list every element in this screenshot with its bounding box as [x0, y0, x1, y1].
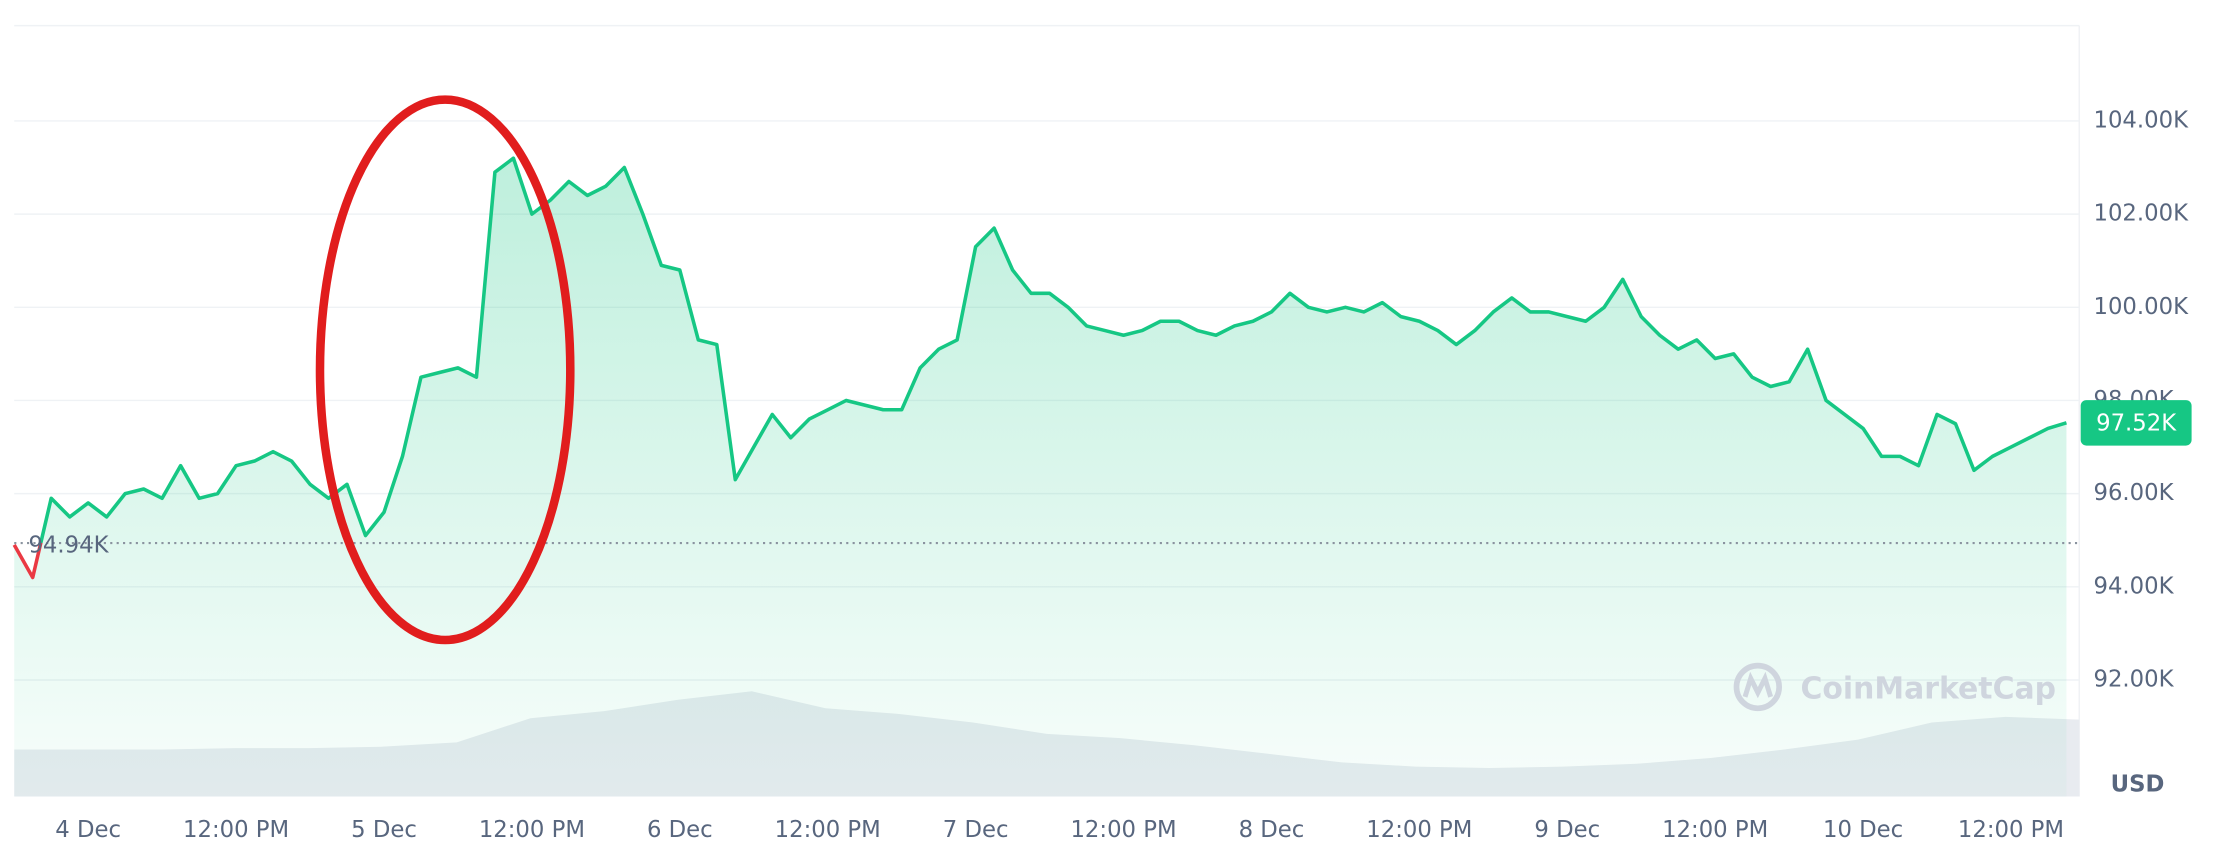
area-layer	[14, 158, 2067, 797]
x-tick-label: 12:00 PM	[1662, 817, 1768, 842]
price-line	[12, 156, 2067, 580]
y-tick-label: 102.00K	[2093, 201, 2189, 227]
baseline-label: 94.94K	[28, 532, 109, 558]
x-tick-label: 10 Dec	[1823, 817, 1903, 842]
y-unit: USD	[2111, 772, 2165, 798]
x-tick-label: 4 Dec	[55, 817, 121, 842]
x-tick-label: 12:00 PM	[1070, 817, 1176, 842]
y-tick-label: 104.00K	[2093, 107, 2189, 133]
annotation-ellipse	[315, 95, 575, 645]
x-tick-label: 12:00 PM	[183, 817, 289, 842]
watermark-text: CoinMarketCap	[1800, 671, 2056, 706]
x-tick-label: 12:00 PM	[479, 817, 585, 842]
x-tick-label: 12:00 PM	[775, 817, 881, 842]
y-tick-label: 94.00K	[2093, 573, 2174, 599]
watermark-logo	[1733, 662, 1783, 712]
current-price-label: 97.52K	[2096, 411, 2177, 437]
x-tick-label: 9 Dec	[1534, 817, 1600, 842]
x-tick-label: 12:00 PM	[1958, 817, 2064, 842]
x-tick-label: 8 Dec	[1239, 817, 1305, 842]
price-area	[14, 158, 2067, 797]
x-tick-label: 12:00 PM	[1366, 817, 1472, 842]
labels-layer: 92.00K94.00K96.00K98.00K100.00K102.00K10…	[28, 107, 2192, 842]
x-tick-label: 5 Dec	[351, 817, 417, 842]
x-tick-label: 7 Dec	[943, 817, 1009, 842]
y-tick-label: 100.00K	[2093, 294, 2189, 320]
x-tick-label: 6 Dec	[647, 817, 713, 842]
y-tick-label: 92.00K	[2093, 666, 2174, 692]
watermark: CoinMarketCap	[1733, 662, 2056, 712]
watermark-logo-m	[1742, 671, 1774, 699]
y-tick-label: 96.00K	[2093, 480, 2174, 506]
current-price-badge	[2080, 400, 2192, 446]
